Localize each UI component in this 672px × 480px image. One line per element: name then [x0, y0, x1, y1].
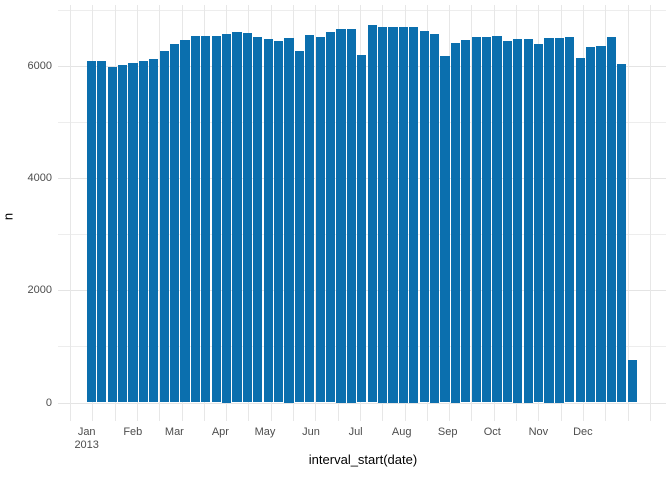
bar-week-2013-01-08: [97, 60, 107, 403]
x-tick-label-oct: Oct: [483, 426, 501, 438]
bar-week-2013-07-30: [398, 27, 409, 403]
y-major-gridline: [58, 402, 666, 404]
bar-week-2013-10-15: [513, 38, 523, 403]
bar-week-2013-04-23: [253, 36, 263, 403]
bar-week-2013-04-30: [263, 39, 273, 403]
bar-week-2013-05-14: [284, 38, 294, 403]
plot-panel: [58, 5, 666, 421]
bar-week-2013-06-11: [325, 32, 336, 403]
bar-week-2013-07-16: [377, 27, 388, 403]
bar-week-2013-12-24: [617, 64, 627, 403]
x-gridline: [627, 5, 629, 421]
bar-week-2013-05-07: [273, 40, 284, 403]
bar-week-2013-12-31: [627, 359, 637, 403]
x-tick-label-sep: Sep: [437, 426, 458, 438]
bar-week-2013-09-24: [481, 37, 492, 403]
x-tick-label-aug: Aug: [391, 426, 412, 438]
x-axis-title: interval_start(date): [308, 452, 418, 467]
x-tick-label-feb: Feb: [123, 426, 143, 438]
y-tick-label: 6000: [27, 60, 52, 72]
bar-week-2013-08-27: [440, 56, 450, 403]
bar-week-2013-11-26: [575, 58, 585, 403]
bar-week-2013-10-01: [492, 36, 502, 403]
x-tick-year-label: 2013: [74, 439, 99, 451]
x-tick-label-jun: Jun: [302, 426, 320, 438]
y-tick-label: 2000: [27, 284, 52, 297]
bar-week-2013-04-09: [232, 31, 242, 403]
bar-week-2013-04-02: [221, 34, 232, 403]
x-tick-label-jul: Jul: [348, 426, 363, 438]
bar-week-2013-08-06: [409, 26, 419, 403]
bar-week-2013-11-05: [544, 38, 554, 403]
bar-week-2013-05-28: [305, 35, 315, 403]
x-tick-label-may: May: [254, 426, 276, 438]
x-gridline: [605, 5, 607, 421]
bar-week-2013-06-04: [315, 36, 325, 403]
bar-week-2013-12-17: [606, 36, 617, 403]
bar-week-2013-06-25: [346, 29, 357, 403]
bar-week-2013-03-19: [201, 36, 211, 403]
y-axis-title: n: [0, 212, 16, 221]
bar-week-2013-10-22: [523, 38, 533, 403]
bar-week-2013-04-16: [242, 33, 253, 403]
bar-week-2013-01-22: [117, 64, 128, 403]
x-tick-label-nov: Nov: [528, 426, 549, 438]
bar-week-2013-09-17: [471, 37, 481, 403]
bar-week-2013-03-05: [180, 39, 190, 403]
y-tick-label: 4000: [27, 172, 52, 185]
bar-week-2013-03-26: [211, 36, 221, 403]
x-gridline: [649, 5, 651, 421]
x-gridline: [70, 5, 71, 421]
bar-week-2013-09-10: [461, 39, 471, 403]
x-tick-label-mar: Mar: [164, 426, 184, 438]
bar-week-2013-10-08: [502, 40, 513, 403]
bar-week-2013-02-05: [138, 61, 149, 403]
bar-week-2013-02-12: [149, 58, 159, 403]
bar-week-2013-03-12: [190, 36, 201, 403]
bar-week-2013-01-29: [128, 63, 138, 403]
bar-week-2013-01-01: [86, 60, 97, 403]
bar-week-2013-02-19: [159, 51, 169, 403]
x-tick-label-jan: Jan 2013: [65, 426, 109, 452]
y-minor-gridline: [58, 9, 666, 11]
bar-week-2013-06-18: [336, 29, 346, 403]
x-tick-label-dec: Dec: [573, 426, 593, 438]
bar-week-2013-12-10: [596, 46, 606, 403]
bar-week-2013-01-15: [107, 66, 117, 403]
x-tick-label-apr: Apr: [211, 426, 229, 438]
bar-week-2013-07-23: [388, 27, 398, 403]
bar-week-2013-10-29: [533, 44, 544, 403]
bar-week-2013-07-09: [367, 25, 377, 403]
bar-week-2013-02-26: [169, 44, 180, 403]
bar-week-2013-12-03: [585, 46, 596, 403]
bar-week-2013-05-21: [294, 51, 305, 403]
bar-week-2013-11-12: [554, 38, 565, 403]
bar-week-2013-07-02: [357, 54, 367, 403]
y-tick-label: 0: [45, 396, 52, 409]
bar-week-2013-08-20: [429, 34, 440, 403]
bar-week-2013-09-03: [450, 43, 461, 403]
bar-week-2013-08-13: [419, 30, 429, 403]
bar-week-2013-11-19: [565, 37, 575, 403]
